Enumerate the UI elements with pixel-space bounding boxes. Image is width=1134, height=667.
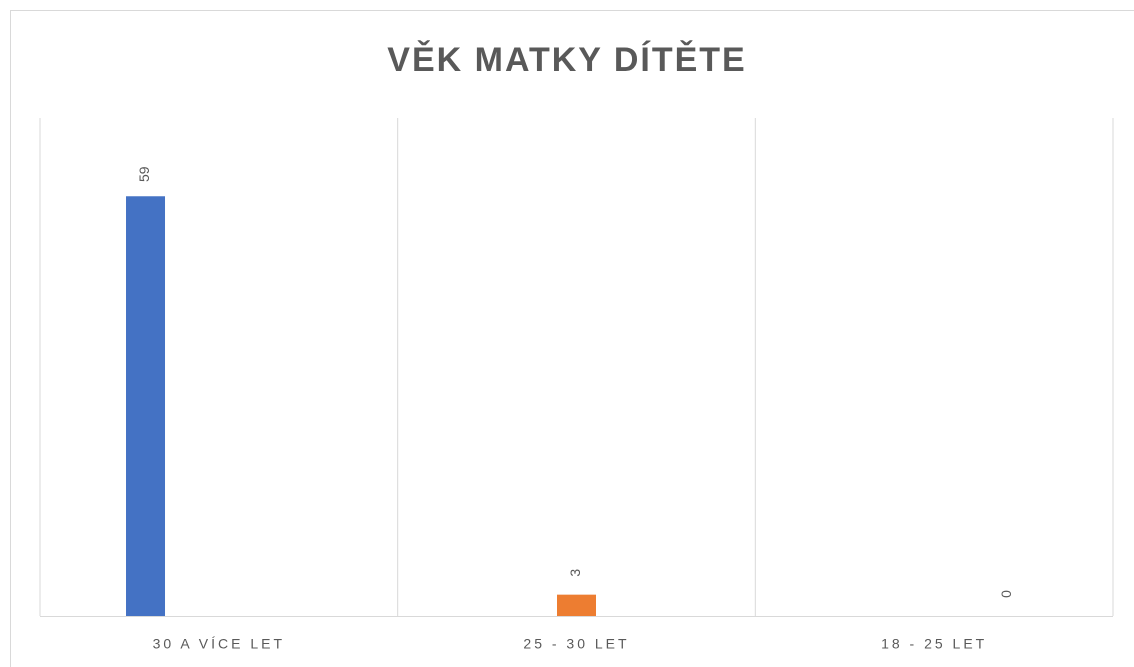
chart-border	[10, 10, 1134, 667]
x-tick-label: 18 - 25 LET	[881, 636, 987, 652]
chart-title: VĚK MATKY DÍTĚTE	[387, 41, 746, 79]
data-label: 59	[136, 166, 152, 182]
x-tick-label: 25 - 30 LET	[523, 636, 629, 652]
bar	[557, 594, 596, 616]
data-label: 3	[567, 569, 583, 577]
data-label: 0	[998, 590, 1014, 598]
x-tick-label: 30 A VÍCE LET	[153, 636, 285, 652]
bar	[126, 196, 166, 616]
